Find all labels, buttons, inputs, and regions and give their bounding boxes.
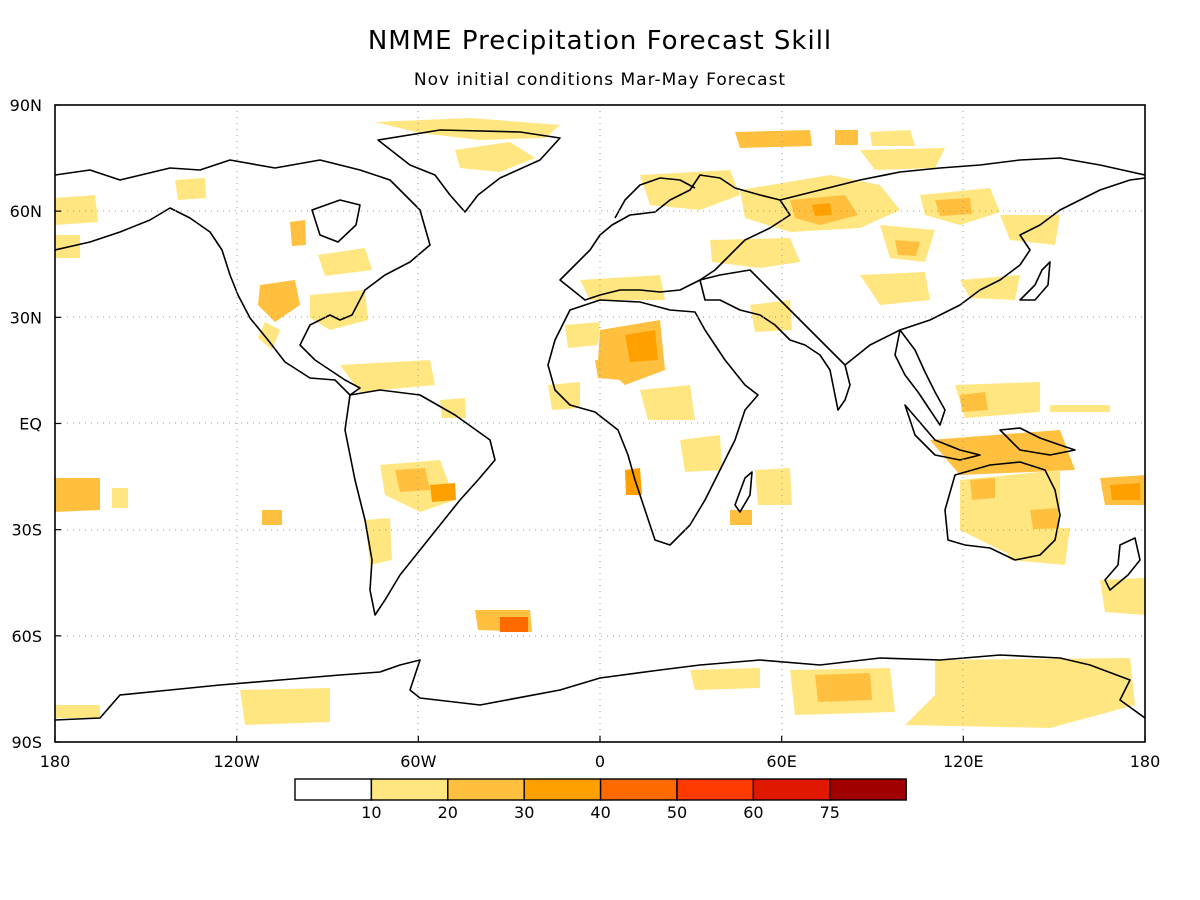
axis-layer: 180 120W 60W 0 60E 120E 180 90N 60N 30N EQ 30S 60S 90… (10, 96, 1161, 771)
lon-label: 180 (40, 752, 71, 771)
colorbar-swatch (752, 778, 831, 801)
map-subtitle: Nov initial conditions Mar-May Forecast (413, 70, 787, 90)
lat-label: EQ (19, 415, 42, 434)
map-title: NMME Precipitation Forecast Skill (367, 26, 833, 56)
colorbar-swatch (829, 778, 907, 801)
colorbar-label: 75 (820, 803, 840, 822)
lon-label: 0 (595, 752, 605, 771)
lon-label: 120E (943, 752, 984, 771)
colorbar-label: 10 (361, 803, 381, 822)
colorbar-label: 60 (743, 803, 763, 822)
lon-label: 60W (400, 752, 436, 771)
colorbar-label: 20 (438, 803, 458, 822)
lat-label: 30N (10, 308, 42, 327)
colorbar-label: 30 (514, 803, 534, 822)
lat-label: 60S (11, 627, 42, 646)
colorbar-label: 40 (590, 803, 610, 822)
lat-lon-grid (55, 105, 1145, 742)
colorbar: 10 20 30 40 50 60 75 (294, 778, 907, 822)
colorbar-label: 50 (667, 803, 687, 822)
colorbar-swatch (370, 778, 449, 801)
lat-label: 30S (11, 521, 42, 540)
lon-label: 180 (1130, 752, 1161, 771)
colorbar-swatch (676, 778, 755, 801)
colorbar-swatch (599, 778, 678, 801)
colorbar-swatch (447, 778, 525, 801)
lon-label: 60E (766, 752, 796, 771)
lat-label: 90N (10, 96, 42, 115)
skill-shading (55, 118, 1145, 728)
lat-label: 90S (11, 733, 42, 752)
lon-label: 120W (213, 752, 260, 771)
colorbar-swatch (523, 778, 602, 801)
lat-label: 60N (10, 202, 42, 221)
coastlines (55, 129, 1145, 721)
colorbar-swatch (294, 778, 373, 801)
